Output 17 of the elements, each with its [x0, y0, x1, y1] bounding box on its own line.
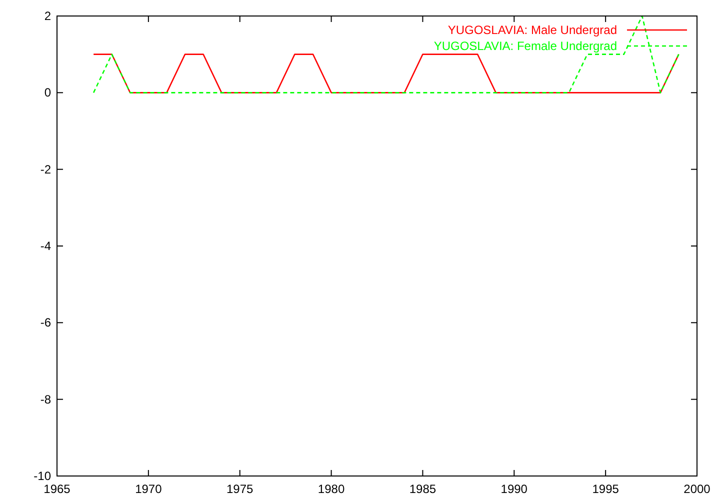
- x-tick-label: 1975: [226, 482, 254, 496]
- x-tick-label: 2000: [684, 482, 711, 496]
- x-tick-label: 1970: [135, 482, 162, 496]
- x-tick-label: 1965: [44, 482, 71, 496]
- y-tick-label: -2: [40, 162, 52, 176]
- y-tick-label: -8: [40, 392, 52, 406]
- legend-label: YUGOSLAVIA: Male Undergrad: [448, 23, 617, 37]
- x-tick-label: 1985: [409, 482, 436, 496]
- x-tick-label: 1990: [500, 482, 528, 496]
- y-tick-label: -6: [40, 316, 52, 330]
- y-tick-label: -10: [34, 469, 52, 483]
- x-tick-label: 1980: [318, 482, 345, 496]
- y-tick-label: 2: [44, 9, 52, 23]
- x-tick-label: 1995: [592, 482, 620, 496]
- y-tick-label: -4: [40, 239, 52, 253]
- y-tick-label: 0: [44, 86, 52, 100]
- legend-label: YUGOSLAVIA: Female Undergrad: [434, 39, 617, 53]
